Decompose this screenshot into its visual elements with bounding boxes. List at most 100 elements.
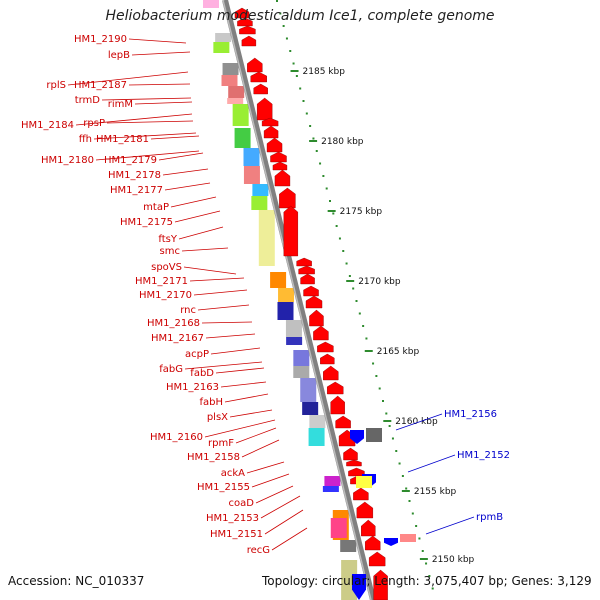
cog-box: [234, 128, 251, 148]
label-leader: [197, 304, 250, 311]
ruler-dot: [398, 462, 401, 465]
label-leader: [407, 454, 456, 473]
gene-arrow: [368, 551, 386, 567]
ruler-dot: [405, 487, 408, 490]
gene-label-reverse: rpmB: [476, 512, 503, 523]
label-leader: [131, 51, 191, 56]
gene-label-forward: fabG: [159, 364, 183, 375]
label-leader: [178, 226, 224, 240]
label-leader: [162, 168, 209, 176]
kbp-label: 2180 kbp: [321, 137, 364, 147]
cog-box: [300, 378, 317, 402]
label-leader: [210, 347, 261, 355]
cog-box: [227, 98, 244, 104]
gene-label-forward: HM1_2177: [110, 185, 163, 196]
gene-label-forward: HM1_2190: [74, 34, 127, 45]
gene-arrow: [241, 35, 257, 47]
gene-label-forward: lepB: [108, 50, 130, 61]
gene-label-forward: HM1_2168: [147, 318, 200, 329]
ruler-dot: [372, 362, 375, 365]
gene-arrow: [279, 187, 296, 209]
label-leader: [184, 361, 263, 370]
gene-arrow: [365, 535, 381, 551]
cog-box: [215, 33, 232, 42]
label-leader: [246, 461, 285, 474]
label-leader: [251, 473, 290, 488]
gene-arrow: [323, 365, 339, 381]
cog-box: [302, 402, 319, 415]
label-leader: [93, 132, 197, 140]
label-leader: [255, 485, 294, 504]
ruler-dot: [319, 162, 322, 165]
ruler-dot: [292, 62, 295, 65]
cog-color-track: [203, 0, 358, 600]
cog-box: [258, 210, 275, 266]
cog-box: [286, 337, 303, 345]
gene-arrow: [253, 83, 268, 95]
gene-label-forward: rimM: [108, 99, 133, 110]
label-leader: [229, 409, 273, 418]
ruler-dot: [421, 550, 424, 552]
gene-label-forward: fabH: [199, 397, 223, 408]
gene-arrow: [305, 295, 323, 309]
gene-arrow: [343, 447, 358, 461]
ruler-dot: [312, 137, 315, 140]
gene-label-forward: ffh: [79, 134, 92, 145]
label-leader: [174, 210, 221, 223]
gene-label-forward: HM1_2160: [150, 432, 203, 443]
gene-label-forward: HM1_2158: [187, 452, 240, 463]
ruler-dot: [378, 387, 381, 390]
backbone-line: [222, 0, 376, 600]
cog-box: [324, 476, 341, 486]
gene-label-forward: HM1_2181: [96, 134, 149, 145]
label-leader: [224, 393, 269, 403]
reverse-gene-arrow: [384, 538, 398, 546]
reverse-cog-box: [366, 428, 382, 442]
reverse-cog-box: [400, 534, 416, 542]
topology-text: Topology: circular; Length: 3,075,407 bp…: [262, 574, 592, 588]
gene-arrow: [317, 341, 334, 353]
gene-arrow: [320, 353, 335, 365]
gene-arrow: [327, 381, 344, 395]
label-leader: [220, 381, 267, 388]
ruler-dot: [289, 50, 292, 52]
gene-label-reverse: HM1_2152: [457, 450, 510, 461]
ruler-dot: [302, 100, 305, 102]
cog-box: [322, 486, 339, 492]
gene-arrow: [303, 285, 319, 297]
gene-label-reverse: HM1_2156: [444, 409, 497, 420]
ruler-dot: [411, 512, 414, 515]
cog-box: [213, 42, 230, 53]
label-leader: [264, 509, 304, 535]
ruler-dot: [329, 200, 331, 202]
ruler-dot: [279, 12, 282, 15]
gene-arrow: [263, 125, 279, 139]
ruler-dot: [332, 212, 335, 215]
gene-label-forward: rpsP: [83, 118, 105, 129]
gene-label-forward: fabD: [190, 368, 214, 379]
ruler-dot: [418, 537, 421, 540]
gene-label-forward: spoVS: [151, 262, 182, 273]
label-leader: [128, 38, 187, 44]
kbp-label: 2170 kbp: [358, 277, 401, 287]
cog-box: [270, 272, 287, 288]
kbp-label: 2150 kbp: [432, 555, 475, 565]
gene-label-forward: HM1_2153: [206, 513, 259, 524]
cog-box: [203, 0, 219, 8]
backbone-highlight: [222, 0, 372, 600]
gene-arrow: [300, 273, 315, 285]
ruler-dot: [431, 587, 434, 590]
gene-label-forward: HM1_2170: [139, 290, 192, 301]
cog-box: [308, 428, 325, 446]
label-leader: [205, 333, 256, 339]
label-leader: [128, 83, 191, 86]
label-leader: [260, 495, 301, 519]
gene-arrow: [234, 7, 250, 19]
gene-labels: HM1_2190 lepB rplS HM1_2187 trmD rimM HM1_2184…: [21, 34, 510, 556]
gene-arrow: [250, 71, 267, 83]
label-leader: [67, 71, 189, 86]
gene-label-forward: HM1_2178: [108, 170, 161, 181]
ruler-dot: [322, 175, 325, 177]
gene-arrow: [266, 137, 283, 153]
label-leader: [134, 101, 193, 105]
